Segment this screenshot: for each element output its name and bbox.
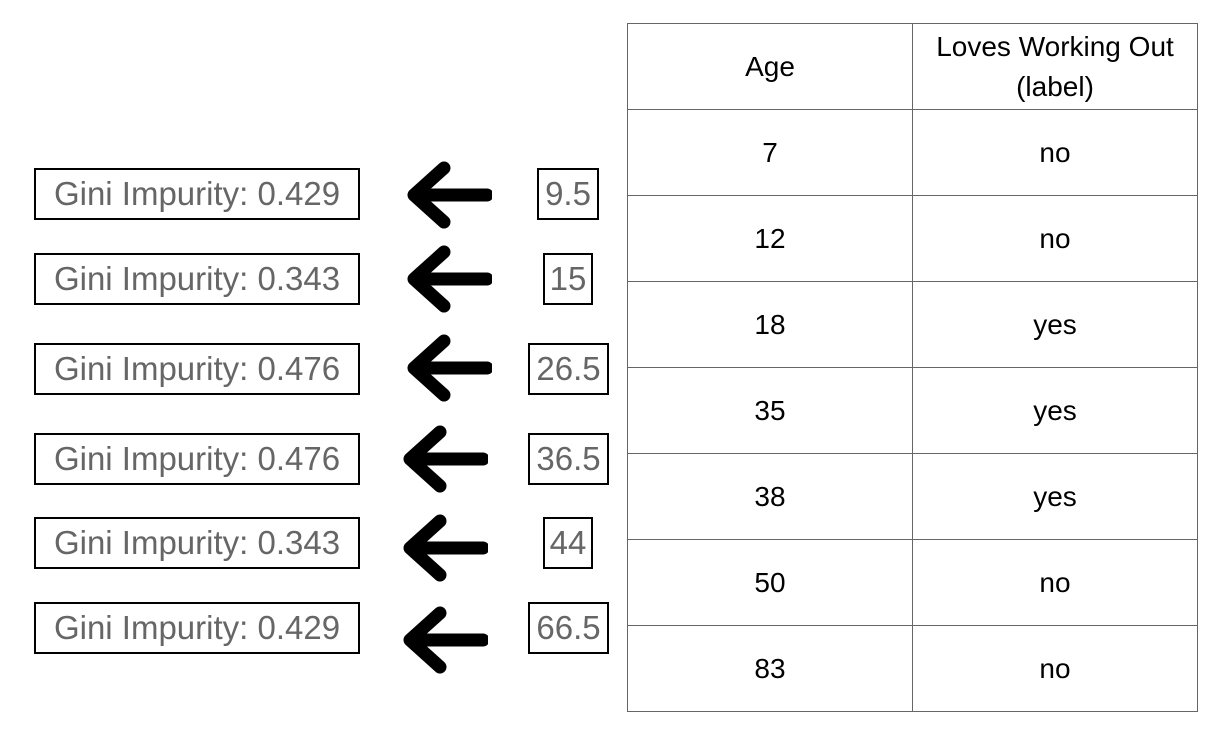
gini-box-5: Gini Impurity: 0.343 (34, 517, 360, 569)
cell-label: yes (912, 367, 1198, 454)
left-arrow-icon (403, 514, 488, 582)
header-label: Loves Working Out (label) (912, 23, 1198, 110)
threshold-box-4: 36.5 (528, 433, 609, 485)
threshold-box-3: 26.5 (528, 343, 609, 395)
table-row: 83 no (627, 625, 1198, 712)
table-row: 50 no (627, 539, 1198, 626)
cell-age: 12 (627, 195, 913, 282)
table-row: 7 no (627, 109, 1198, 196)
cell-label: no (912, 625, 1198, 712)
threshold-box-2: 15 (543, 253, 593, 305)
left-arrow-icon (407, 245, 492, 313)
gini-box-6: Gini Impurity: 0.429 (34, 602, 360, 654)
cell-age: 18 (627, 281, 913, 368)
left-arrow-icon (407, 334, 492, 402)
left-arrow-icon (403, 425, 488, 493)
cell-age: 38 (627, 453, 913, 540)
cell-label: yes (912, 453, 1198, 540)
table-row: 35 yes (627, 367, 1198, 454)
cell-age: 35 (627, 367, 913, 454)
gini-box-3: Gini Impurity: 0.476 (34, 343, 360, 395)
cell-age: 50 (627, 539, 913, 626)
cell-label: no (912, 109, 1198, 196)
cell-age: 83 (627, 625, 913, 712)
threshold-box-5: 44 (543, 517, 593, 569)
threshold-box-6: 66.5 (528, 602, 609, 654)
cell-label: no (912, 539, 1198, 626)
header-age: Age (627, 23, 913, 110)
age-label-table: Age Loves Working Out (label) 7 no 12 no… (627, 23, 1198, 712)
left-arrow-icon (407, 161, 492, 229)
cell-label: no (912, 195, 1198, 282)
gini-box-1: Gini Impurity: 0.429 (34, 168, 360, 220)
gini-box-2: Gini Impurity: 0.343 (34, 253, 360, 305)
threshold-box-1: 9.5 (537, 168, 599, 220)
cell-label: yes (912, 281, 1198, 368)
table-row: 12 no (627, 195, 1198, 282)
table-row: 18 yes (627, 281, 1198, 368)
left-arrow-icon (403, 606, 488, 674)
gini-box-4: Gini Impurity: 0.476 (34, 433, 360, 485)
table-header-row: Age Loves Working Out (label) (627, 23, 1198, 110)
cell-age: 7 (627, 109, 913, 196)
table-row: 38 yes (627, 453, 1198, 540)
